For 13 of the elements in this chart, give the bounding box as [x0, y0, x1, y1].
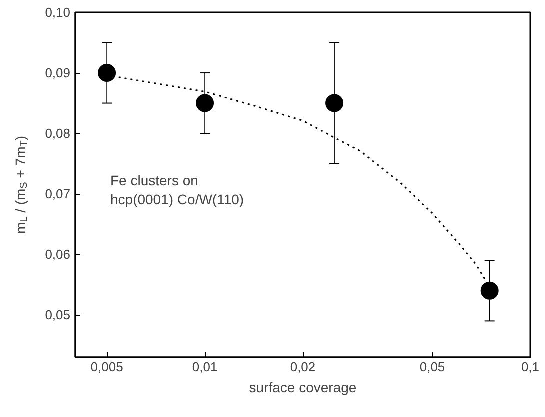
y-tick-label: 0,10 [45, 5, 71, 20]
x-tick-label: 0,1 [521, 360, 540, 374]
y-tick-label: 0,08 [45, 126, 71, 142]
annotation: Fe clusters on hcp(0001) Co/W(110) [110, 172, 244, 208]
x-tick-label: 0,02 [290, 360, 316, 374]
y-tick-label: 0,07 [45, 186, 71, 202]
y-tick-label: 0,05 [45, 308, 71, 323]
x-tick-label: 0,05 [420, 360, 446, 374]
x-axis-title: surface coverage [249, 380, 357, 396]
y-tick-label: 0,06 [45, 247, 71, 262]
x-tick-label: 0,01 [192, 360, 218, 374]
x-tick-label: 0,005 [90, 360, 124, 374]
y-tick-label: 0,09 [45, 66, 71, 81]
